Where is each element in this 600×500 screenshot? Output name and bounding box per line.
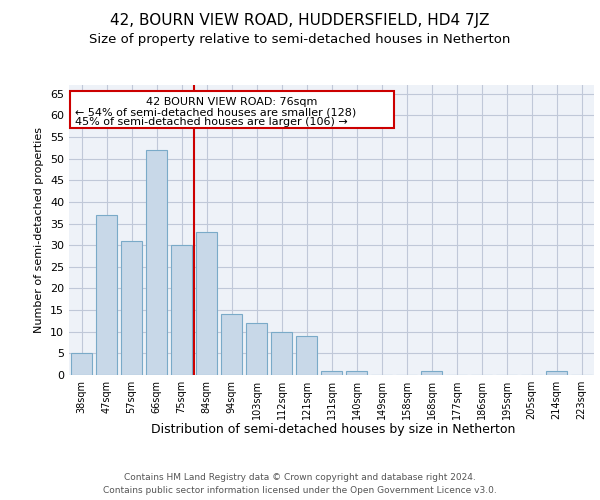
Bar: [221, 314, 242, 375]
Y-axis label: Number of semi-detached properties: Number of semi-detached properties: [34, 127, 44, 333]
Text: Contains HM Land Registry data © Crown copyright and database right 2024.: Contains HM Land Registry data © Crown c…: [124, 472, 476, 482]
Bar: [246, 323, 267, 375]
Text: Size of property relative to semi-detached houses in Netherton: Size of property relative to semi-detach…: [89, 32, 511, 46]
Bar: [96, 215, 117, 375]
Bar: [321, 370, 342, 375]
Bar: [171, 245, 192, 375]
Text: ← 54% of semi-detached houses are smaller (128): ← 54% of semi-detached houses are smalle…: [75, 108, 356, 118]
Bar: [146, 150, 167, 375]
FancyBboxPatch shape: [70, 92, 394, 128]
Bar: [121, 241, 142, 375]
Bar: [296, 336, 317, 375]
Bar: [546, 370, 567, 375]
Text: 42, BOURN VIEW ROAD, HUDDERSFIELD, HD4 7JZ: 42, BOURN VIEW ROAD, HUDDERSFIELD, HD4 7…: [110, 12, 490, 28]
Bar: [421, 370, 442, 375]
Text: Contains public sector information licensed under the Open Government Licence v3: Contains public sector information licen…: [103, 486, 497, 495]
Text: 45% of semi-detached houses are larger (106) →: 45% of semi-detached houses are larger (…: [75, 118, 348, 128]
Bar: [271, 332, 292, 375]
Bar: [71, 354, 92, 375]
Text: 42 BOURN VIEW ROAD: 76sqm: 42 BOURN VIEW ROAD: 76sqm: [146, 97, 318, 107]
Bar: [196, 232, 217, 375]
Text: Distribution of semi-detached houses by size in Netherton: Distribution of semi-detached houses by …: [151, 422, 515, 436]
Bar: [346, 370, 367, 375]
